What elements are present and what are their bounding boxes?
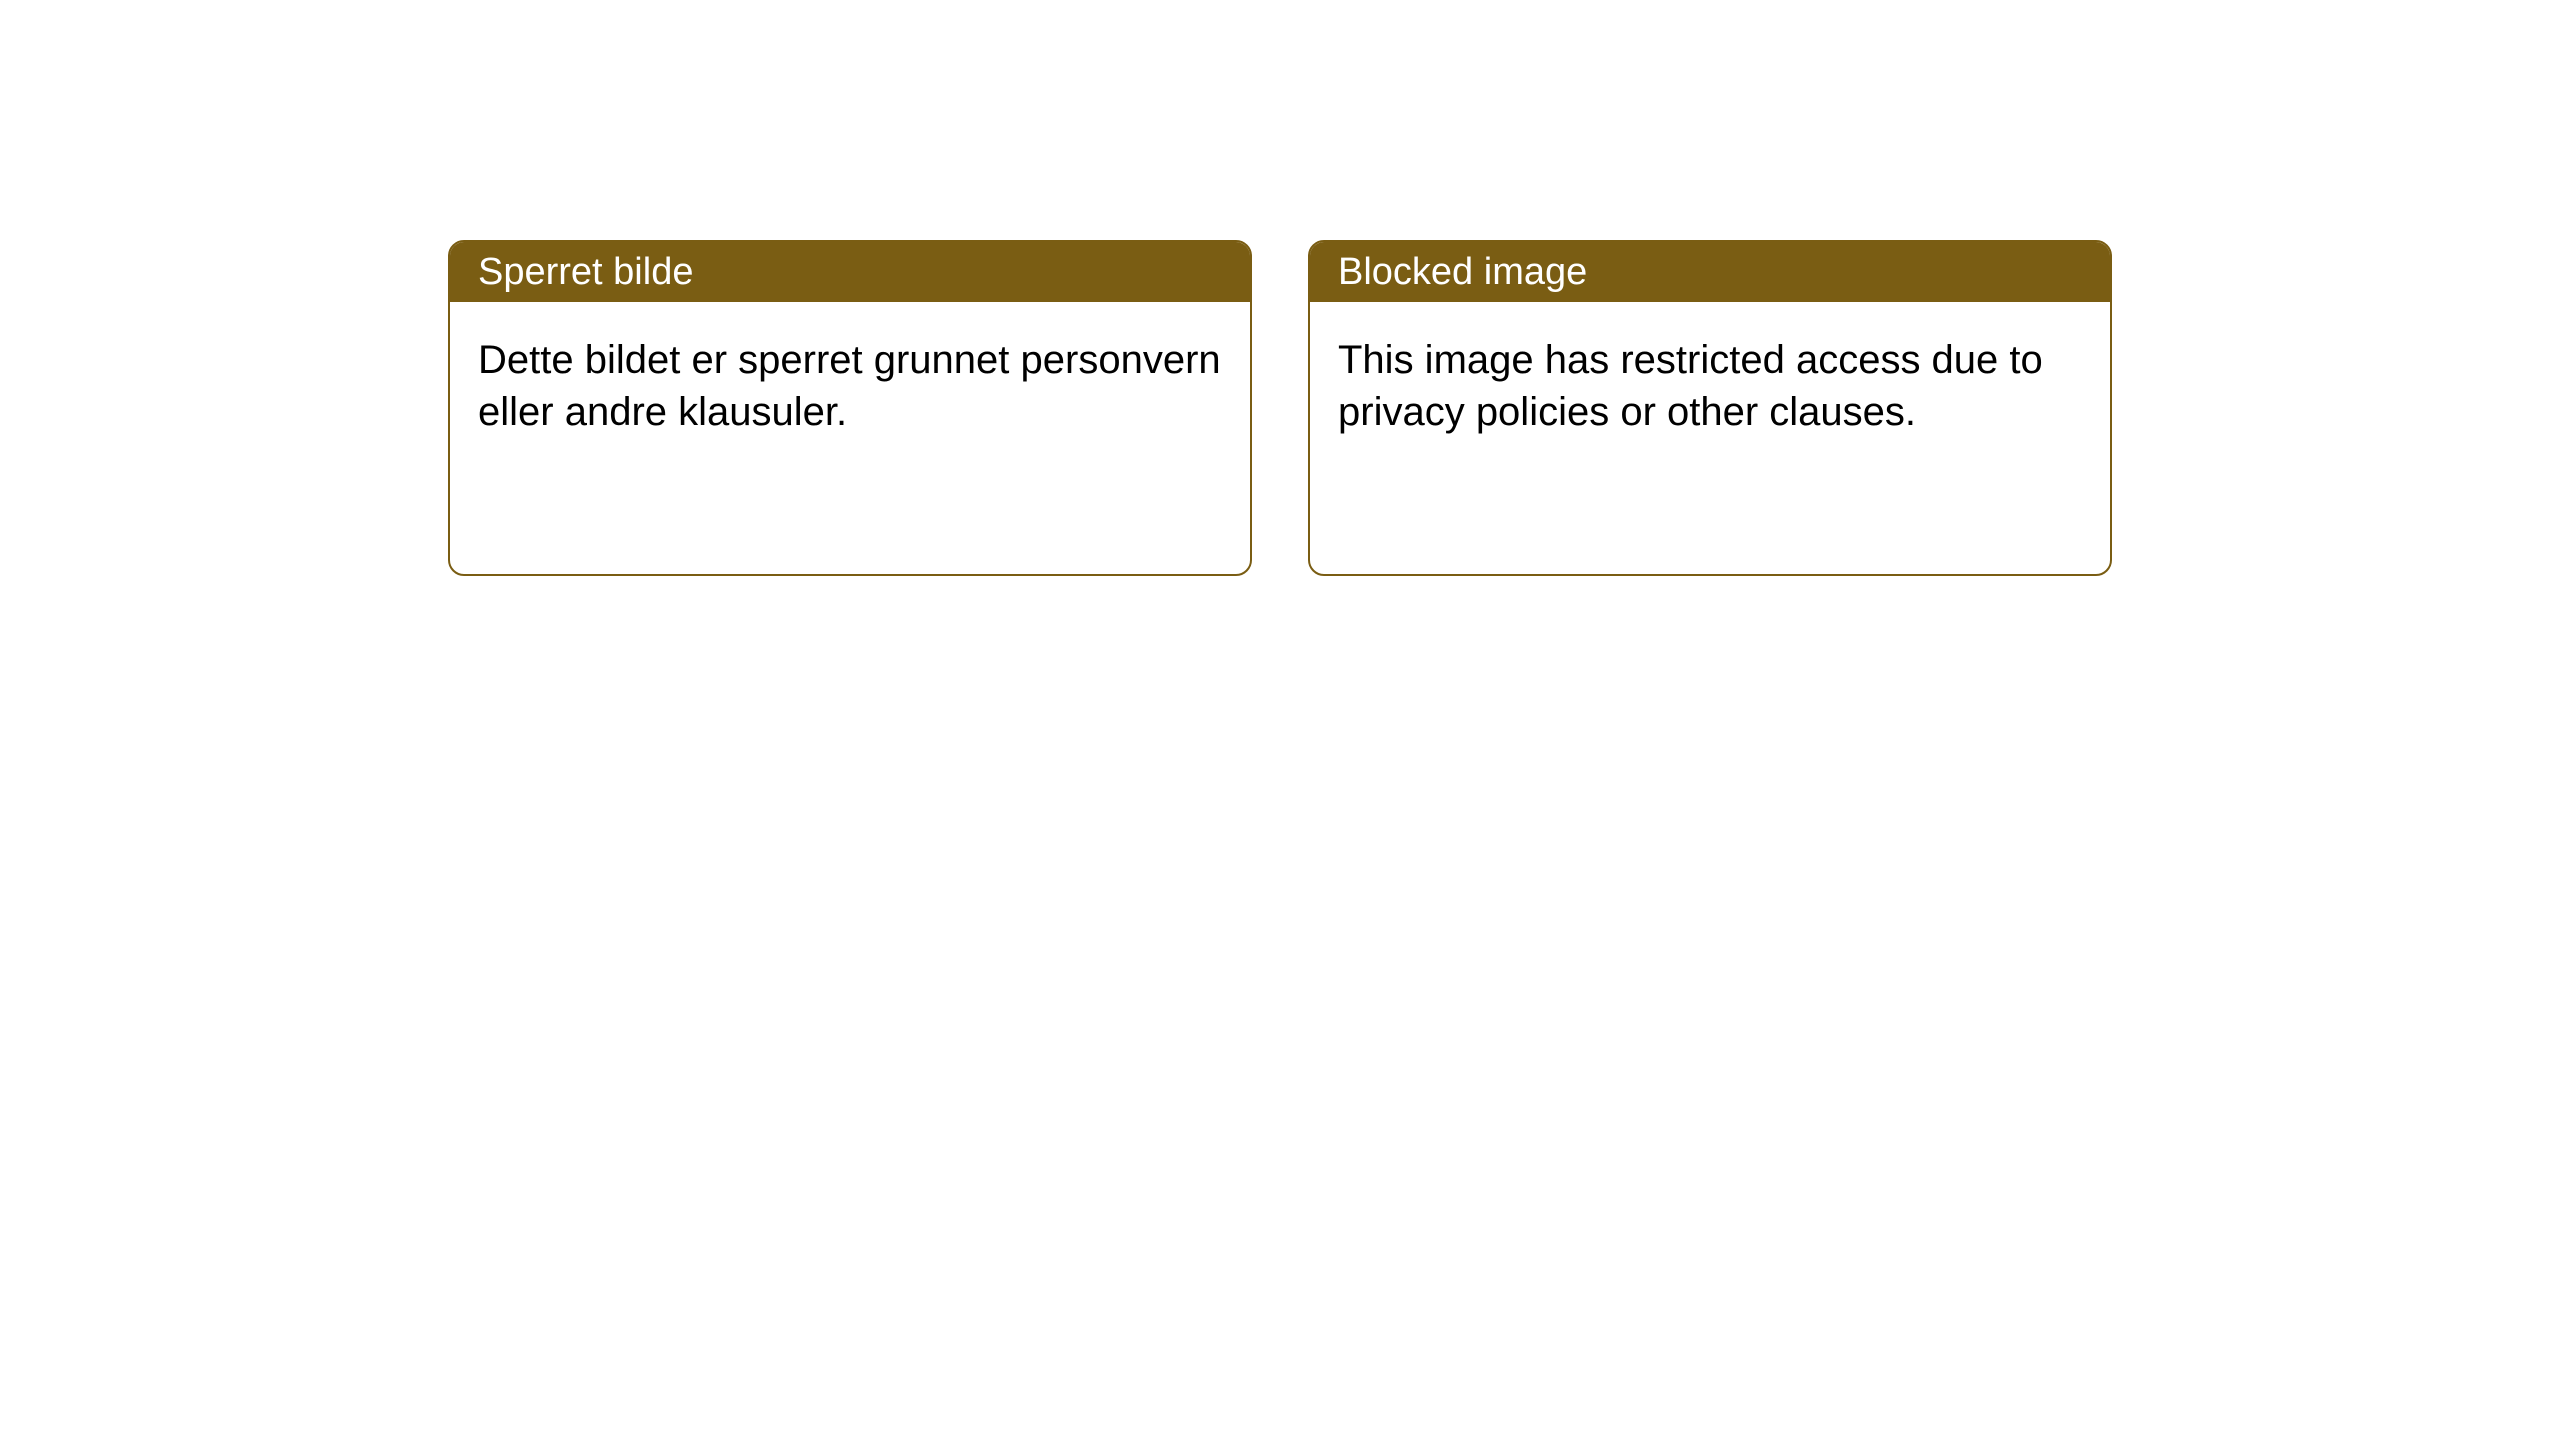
- notice-body: This image has restricted access due to …: [1310, 302, 2110, 470]
- notice-header: Sperret bilde: [450, 242, 1250, 302]
- notice-box-english: Blocked image This image has restricted …: [1308, 240, 2112, 576]
- notice-box-norwegian: Sperret bilde Dette bildet er sperret gr…: [448, 240, 1252, 576]
- notice-header: Blocked image: [1310, 242, 2110, 302]
- notice-body: Dette bildet er sperret grunnet personve…: [450, 302, 1250, 470]
- notice-title: Sperret bilde: [478, 251, 693, 294]
- notice-body-text: This image has restricted access due to …: [1338, 338, 2043, 434]
- notice-body-text: Dette bildet er sperret grunnet personve…: [478, 338, 1221, 434]
- notice-title: Blocked image: [1338, 251, 1587, 294]
- notice-container: Sperret bilde Dette bildet er sperret gr…: [0, 0, 2560, 576]
